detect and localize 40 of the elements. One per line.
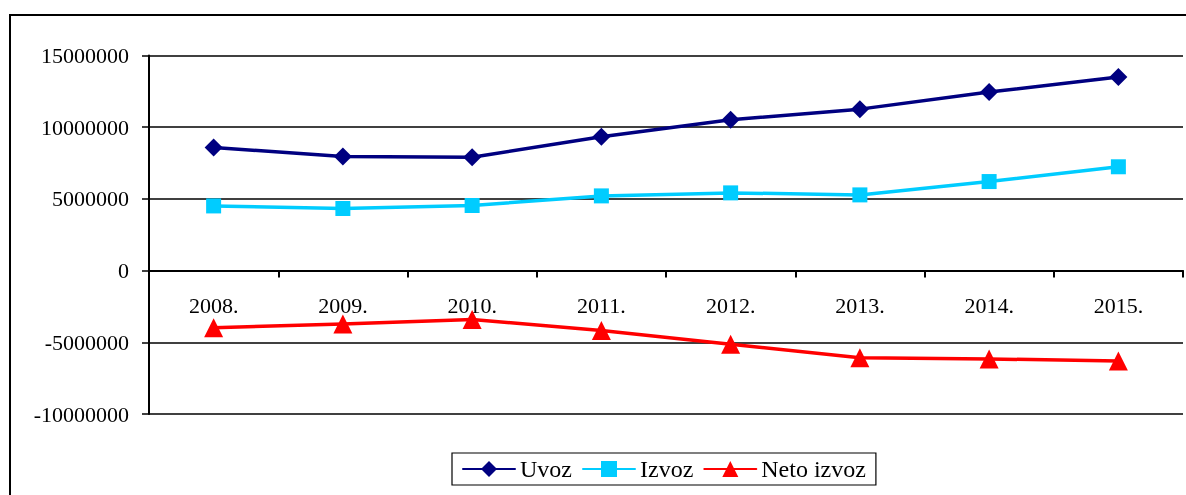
point <box>204 318 224 338</box>
y-tick-label: -10000000 <box>33 401 129 427</box>
point <box>850 348 870 368</box>
legend-label: Izvoz <box>639 456 694 482</box>
x-tick-label: 2010. <box>447 293 497 319</box>
x-tick-label: 2012. <box>705 293 756 319</box>
point <box>981 174 997 190</box>
x-tick-label: 2013. <box>835 293 885 319</box>
point <box>464 198 480 213</box>
y-tick-label: 5000000 <box>52 186 129 212</box>
point <box>850 100 869 119</box>
point <box>721 110 740 129</box>
x-tick-label: 2015. <box>1093 293 1144 319</box>
point <box>591 320 611 340</box>
point <box>333 314 353 334</box>
y-tick-label: 15000000 <box>41 43 129 68</box>
point <box>204 138 223 157</box>
point <box>1108 351 1128 371</box>
point <box>333 147 352 166</box>
point <box>1109 68 1128 87</box>
point <box>206 198 222 214</box>
point <box>980 83 999 102</box>
point <box>335 201 351 217</box>
point <box>979 349 999 369</box>
point <box>593 188 609 204</box>
x-tick-label: 2011. <box>577 293 626 319</box>
y-tick-label: -5000000 <box>44 329 129 355</box>
point <box>592 127 611 146</box>
y-tick-label: 0 <box>118 258 129 284</box>
point <box>723 185 739 201</box>
point <box>852 187 868 203</box>
point <box>463 148 482 167</box>
x-tick-label: 2014. <box>964 293 1014 319</box>
x-tick-label: 2009. <box>318 293 368 319</box>
legend-label: Uvoz <box>520 456 572 482</box>
x-tick-label: 2008. <box>188 293 239 319</box>
point <box>1110 159 1126 175</box>
y-tick-label: 10000000 <box>41 114 129 140</box>
legend-label: Neto izvoz <box>761 456 866 482</box>
point <box>721 334 741 354</box>
